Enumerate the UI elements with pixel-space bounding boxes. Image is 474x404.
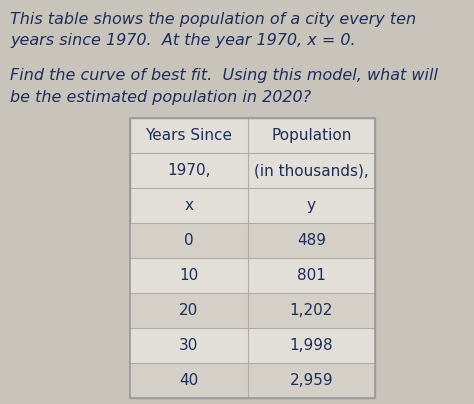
Bar xyxy=(130,118,375,398)
Text: 10: 10 xyxy=(179,268,199,283)
Bar xyxy=(130,118,375,398)
Bar xyxy=(130,293,375,328)
Bar xyxy=(130,363,375,398)
Text: years since 1970.  At the year 1970, x = 0.: years since 1970. At the year 1970, x = … xyxy=(10,33,356,48)
Text: 0: 0 xyxy=(184,233,194,248)
Text: (in thousands),: (in thousands), xyxy=(254,163,369,178)
Text: 30: 30 xyxy=(179,338,199,353)
Text: 1,998: 1,998 xyxy=(290,338,333,353)
Text: 1,202: 1,202 xyxy=(290,303,333,318)
Text: 489: 489 xyxy=(297,233,326,248)
Bar xyxy=(130,258,375,293)
Text: Years Since: Years Since xyxy=(146,128,233,143)
Text: 40: 40 xyxy=(179,373,199,388)
Bar xyxy=(130,223,375,258)
Text: Find the curve of best fit.  Using this model, what will: Find the curve of best fit. Using this m… xyxy=(10,68,438,83)
Bar xyxy=(130,328,375,363)
Text: 2,959: 2,959 xyxy=(290,373,333,388)
Text: be the estimated population in 2020?: be the estimated population in 2020? xyxy=(10,90,311,105)
Text: This table shows the population of a city every ten: This table shows the population of a cit… xyxy=(10,12,416,27)
Text: 801: 801 xyxy=(297,268,326,283)
Text: 20: 20 xyxy=(179,303,199,318)
Text: y: y xyxy=(307,198,316,213)
Text: 1970,: 1970, xyxy=(167,163,211,178)
Text: x: x xyxy=(184,198,193,213)
Text: Population: Population xyxy=(271,128,352,143)
